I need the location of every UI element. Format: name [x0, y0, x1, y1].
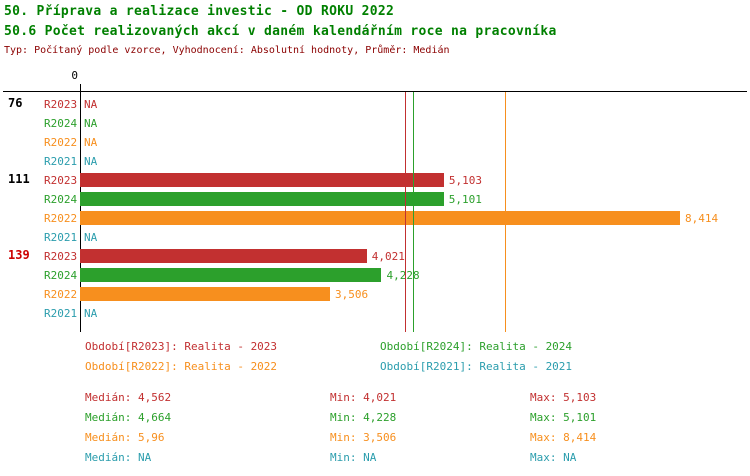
chart-legend: Období[R2023]: Realita - 2023 Období[R202… — [0, 340, 750, 385]
bar-r2022 — [80, 287, 330, 301]
stat-max-r2024: Max: 5,101 — [530, 411, 597, 424]
series-label-r2021: R2021 — [44, 231, 78, 244]
legend-item-r2022: Období[R2022]: Realita - 2022 — [85, 360, 278, 373]
stat-min-r2022: Min: 3,506 — [330, 431, 397, 444]
y-axis-line — [80, 84, 81, 332]
bar-value-label: 4,228 — [386, 269, 420, 282]
bar-value-label: 4,021 — [371, 250, 405, 263]
bar-value-label: 3,506 — [335, 288, 369, 301]
bar-r2023 — [80, 173, 444, 187]
legend-item-r2023: Období[R2023]: Realita - 2023 — [85, 340, 278, 353]
stat-max-r2022: Max: 8,414 — [530, 431, 597, 444]
group-label: 76 — [8, 96, 23, 110]
bar-r2023 — [80, 249, 367, 263]
stat-median-r2021: Medián: NA — [85, 451, 152, 464]
stat-median-r2022: Medián: 5,96 — [85, 431, 165, 444]
median-line-r2024 — [413, 92, 414, 332]
bar-r2022 — [80, 211, 680, 225]
stat-median-r2024: Medián: 4,664 — [85, 411, 172, 424]
series-label-r2022: R2022 — [44, 288, 78, 301]
page-subtitle: 50.6 Počet realizovaných akcí v daném ka… — [4, 24, 557, 39]
na-value-label: NA — [84, 136, 98, 149]
series-label-r2024: R2024 — [44, 269, 78, 282]
series-label-r2023: R2023 — [44, 250, 78, 263]
series-label-r2024: R2024 — [44, 193, 78, 206]
series-label-r2021: R2021 — [44, 307, 78, 320]
median-line-r2023 — [405, 92, 406, 332]
chart-stats-table: Medián: 4,562 Min: 4,021 Max: 5,103 Medián:… — [0, 391, 750, 476]
bar-r2024 — [80, 192, 444, 206]
series-label-r2023: R2023 — [44, 174, 78, 187]
series-label-r2023: R2023 — [44, 98, 78, 111]
na-value-label: NA — [84, 231, 98, 244]
stat-min-r2023: Min: 4,021 — [330, 391, 397, 404]
bar-r2024 — [80, 268, 382, 282]
series-label-r2022: R2022 — [44, 212, 78, 225]
stat-min-r2024: Min: 4,228 — [330, 411, 397, 424]
group-label: 111 — [8, 172, 30, 186]
axis-zero-label: 0 — [71, 69, 78, 82]
series-label-r2024: R2024 — [44, 117, 78, 130]
bar-value-label: 8,414 — [685, 212, 719, 225]
legend-item-r2024: Období[R2024]: Realita - 2024 — [380, 340, 573, 353]
bar-value-label: 5,103 — [448, 174, 483, 187]
x-axis-line — [3, 91, 747, 92]
stat-max-r2023: Max: 5,103 — [530, 391, 597, 404]
na-value-label: NA — [84, 117, 98, 130]
chart-meta-line: Typ: Počítaný podle vzorce, Vyhodnocení:… — [4, 45, 450, 56]
page-title: 50. Příprava a realizace investic - OD R… — [4, 4, 395, 19]
na-value-label: NA — [84, 155, 98, 168]
median-line-r2022 — [505, 92, 506, 332]
stat-min-r2021: Min: NA — [330, 451, 377, 464]
bar-chart: 0 76 R2023 NA R2024 NA R2022 NA R2021 NA 111 R2023… — [3, 69, 747, 332]
na-value-label: NA — [84, 98, 98, 111]
bar-value-label: 5,101 — [448, 193, 482, 206]
series-label-r2021: R2021 — [44, 155, 78, 168]
legend-item-r2021: Období[R2021]: Realita - 2021 — [380, 360, 573, 373]
na-value-label: NA — [84, 307, 98, 320]
series-label-r2022: R2022 — [44, 136, 78, 149]
group-label: 139 — [8, 248, 30, 262]
stat-max-r2021: Max: NA — [530, 451, 577, 464]
stat-median-r2023: Medián: 4,562 — [85, 391, 172, 404]
